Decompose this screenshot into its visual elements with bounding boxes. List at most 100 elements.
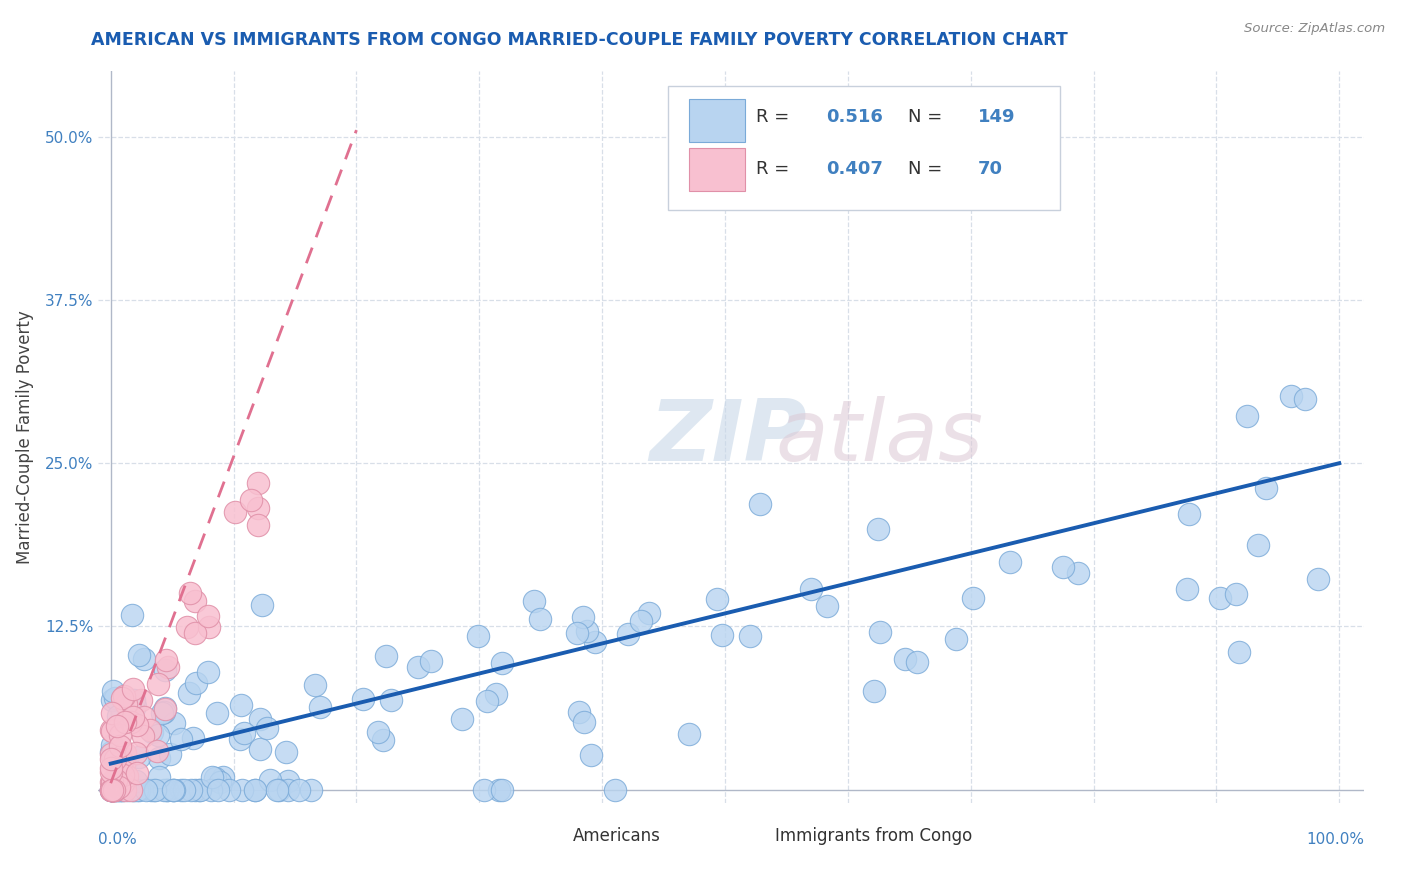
Point	[162, 782, 184, 797]
Point	[173, 782, 195, 797]
Point	[277, 774, 299, 789]
Point	[118, 704, 141, 718]
FancyBboxPatch shape	[689, 148, 745, 191]
Text: R =: R =	[756, 109, 796, 127]
Point	[108, 739, 131, 753]
Point	[711, 627, 734, 641]
Point	[1236, 409, 1258, 423]
Point	[120, 714, 142, 729]
Point	[256, 722, 278, 736]
Point	[101, 782, 124, 797]
Point	[100, 776, 122, 790]
Point	[122, 782, 145, 797]
Point	[108, 780, 131, 795]
Point	[180, 782, 202, 797]
Point	[100, 782, 122, 797]
Point	[267, 782, 290, 797]
Point	[155, 702, 177, 716]
Point	[104, 752, 127, 766]
Point	[1308, 572, 1330, 586]
Point	[105, 776, 128, 790]
Point	[112, 689, 135, 703]
Point	[122, 782, 145, 797]
Point	[129, 693, 152, 707]
Point	[111, 782, 134, 797]
Point	[132, 652, 155, 666]
Point	[100, 752, 122, 766]
Point	[183, 782, 205, 797]
Point	[198, 620, 221, 634]
Point	[204, 771, 226, 785]
Point	[583, 635, 606, 649]
Point	[107, 709, 129, 723]
Point	[128, 782, 150, 797]
Point	[124, 699, 146, 714]
Point	[380, 693, 402, 707]
Point	[105, 782, 128, 797]
Point	[179, 585, 201, 599]
Point	[1067, 566, 1090, 580]
Point	[1227, 645, 1250, 659]
Point	[863, 684, 886, 698]
Point	[304, 678, 326, 692]
Point	[617, 626, 640, 640]
Point	[491, 782, 513, 797]
Point	[108, 782, 131, 797]
Point	[117, 782, 139, 797]
Point	[125, 717, 148, 731]
Point	[100, 706, 122, 720]
Point	[139, 723, 162, 737]
Point	[239, 493, 262, 508]
Point	[229, 698, 252, 713]
Point	[488, 782, 510, 797]
Point	[224, 505, 246, 519]
Point	[134, 710, 156, 724]
Point	[638, 606, 661, 620]
Point	[866, 522, 889, 536]
Y-axis label: Married-Couple Family Poverty: Married-Couple Family Poverty	[15, 310, 34, 564]
Point	[247, 517, 270, 532]
Text: R =: R =	[756, 160, 796, 178]
Point	[153, 782, 176, 797]
Point	[472, 782, 495, 797]
Point	[141, 725, 163, 739]
Point	[259, 773, 281, 788]
Point	[101, 693, 124, 707]
Text: Americans: Americans	[574, 827, 661, 845]
Point	[247, 500, 270, 515]
Text: N =: N =	[908, 160, 948, 178]
Point	[200, 782, 222, 797]
Point	[184, 676, 207, 690]
Point	[157, 660, 180, 674]
FancyBboxPatch shape	[519, 824, 568, 856]
Point	[125, 766, 148, 780]
Point	[163, 782, 186, 797]
Point	[233, 726, 256, 740]
Point	[277, 782, 299, 797]
Point	[100, 782, 122, 797]
Point	[962, 591, 984, 605]
Text: 0.516: 0.516	[827, 109, 883, 127]
Point	[475, 694, 498, 708]
Point	[105, 719, 128, 733]
Point	[104, 772, 127, 787]
Point	[266, 782, 288, 797]
Text: ZIP: ZIP	[648, 395, 807, 479]
Point	[187, 782, 209, 797]
Point	[162, 782, 184, 797]
Point	[148, 770, 170, 784]
Point	[945, 632, 967, 646]
Point	[155, 663, 177, 677]
Point	[197, 665, 219, 680]
Point	[128, 750, 150, 764]
Point	[139, 782, 162, 797]
Point	[1254, 481, 1277, 495]
Text: Immigrants from Congo: Immigrants from Congo	[776, 827, 973, 845]
Point	[869, 624, 891, 639]
Point	[740, 630, 762, 644]
Point	[152, 705, 174, 719]
Point	[565, 626, 588, 640]
Point	[101, 782, 124, 797]
Point	[155, 782, 177, 797]
Point	[100, 738, 122, 752]
